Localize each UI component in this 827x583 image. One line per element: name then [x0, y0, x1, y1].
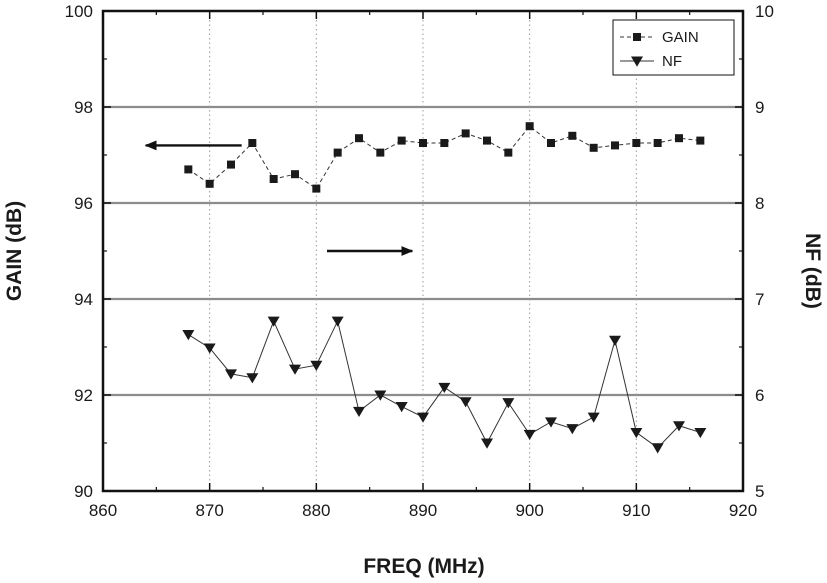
nf-data-point [502, 398, 515, 409]
right-y-tick-label: 10 [755, 2, 774, 21]
left-y-tick-label: 96 [74, 194, 93, 213]
left-y-tick-label: 92 [74, 386, 93, 405]
gain-data-point [440, 139, 449, 147]
nf-data-point [331, 316, 344, 327]
nf-data-point [566, 424, 579, 435]
gain-data-point [696, 136, 705, 145]
right-y-tick-label: 5 [755, 482, 764, 501]
nf-data-point [203, 343, 216, 354]
right-axis-title: NF (dB) [801, 233, 824, 309]
right-y-tick-label: 8 [755, 194, 764, 213]
gain-data-point [547, 139, 555, 147]
gain-data-point [504, 148, 513, 157]
gain-data-point [525, 122, 534, 131]
gain-data-point [568, 131, 577, 140]
left-y-tick-label: 98 [74, 98, 93, 117]
gain-data-point [355, 134, 363, 143]
x-tick-label: 910 [622, 501, 650, 520]
gain-data-point [589, 143, 598, 152]
legend-nf-marker [631, 56, 643, 67]
nf-data-point [395, 402, 408, 413]
gain-data-point [632, 139, 641, 147]
left-axis-title: GAIN (dB) [3, 201, 26, 301]
gain-data-point [184, 165, 193, 174]
gain-data-point [419, 139, 427, 147]
x-tick-label: 860 [89, 501, 117, 520]
axes: 860 870 880 890 900 910 9209092949698100567891… [65, 2, 774, 520]
legend: GAIN NF [612, 19, 735, 76]
nf-data-point [481, 438, 493, 449]
gain-data-point [611, 141, 619, 150]
legend-box [612, 19, 735, 76]
left-y-tick-label: 100 [65, 2, 93, 21]
legend-gain-label: GAIN [662, 29, 699, 46]
x-tick-label: 870 [195, 501, 223, 520]
right-y-tick-label: 6 [755, 386, 764, 405]
left-y-tick-label: 94 [74, 290, 93, 309]
legend-gain-marker [633, 33, 641, 41]
nf-data-point [182, 330, 195, 341]
x-tick-label: 890 [409, 501, 437, 520]
nf-data-point [374, 390, 387, 401]
nf-data-point [353, 406, 365, 418]
x-axis-title: FREQ (MHz) [363, 555, 484, 578]
gain-data-point [248, 139, 257, 147]
x-tick-label: 900 [515, 501, 543, 520]
nf-data-point [417, 412, 429, 423]
nf-data-point [609, 335, 621, 346]
legend-nf-label: NF [662, 53, 682, 70]
gain-data-point [269, 175, 278, 183]
left-y-tick-label: 90 [74, 482, 93, 501]
gain-series-line [188, 125, 701, 190]
x-tick-label: 880 [302, 501, 330, 520]
nf-data-point [289, 364, 301, 375]
nf-data-point [225, 369, 237, 380]
nf-data-point [694, 427, 707, 439]
x-tick-label: 920 [729, 501, 757, 520]
nf-data-point [630, 427, 643, 439]
gain-data-point [653, 139, 662, 147]
gain-data-point [205, 179, 214, 188]
gain-data-point [227, 160, 235, 169]
grid [103, 11, 743, 491]
gain-data-point [397, 136, 406, 145]
gain-data-point [333, 148, 342, 157]
nf-data-point [545, 417, 557, 428]
series-layer [182, 122, 707, 454]
gain-data-point [312, 184, 321, 193]
gain-data-point [376, 148, 385, 157]
nf-data-point [267, 316, 280, 327]
nf-data-point [523, 429, 536, 441]
right-y-tick-label: 7 [755, 290, 764, 309]
nf-data-point [651, 443, 664, 454]
nf-data-point [310, 360, 323, 371]
nf-data-point [587, 412, 600, 423]
gain-data-point [483, 136, 491, 145]
annotations [144, 140, 414, 256]
right-y-tick-label: 9 [755, 98, 764, 117]
nf-data-point [246, 373, 259, 384]
nf-data-point [673, 421, 685, 432]
gain-data-point [461, 129, 470, 138]
nf-data-point [438, 382, 451, 394]
gain-data-point [291, 170, 299, 179]
gain-data-point [675, 134, 683, 143]
nf-data-point [459, 397, 472, 408]
